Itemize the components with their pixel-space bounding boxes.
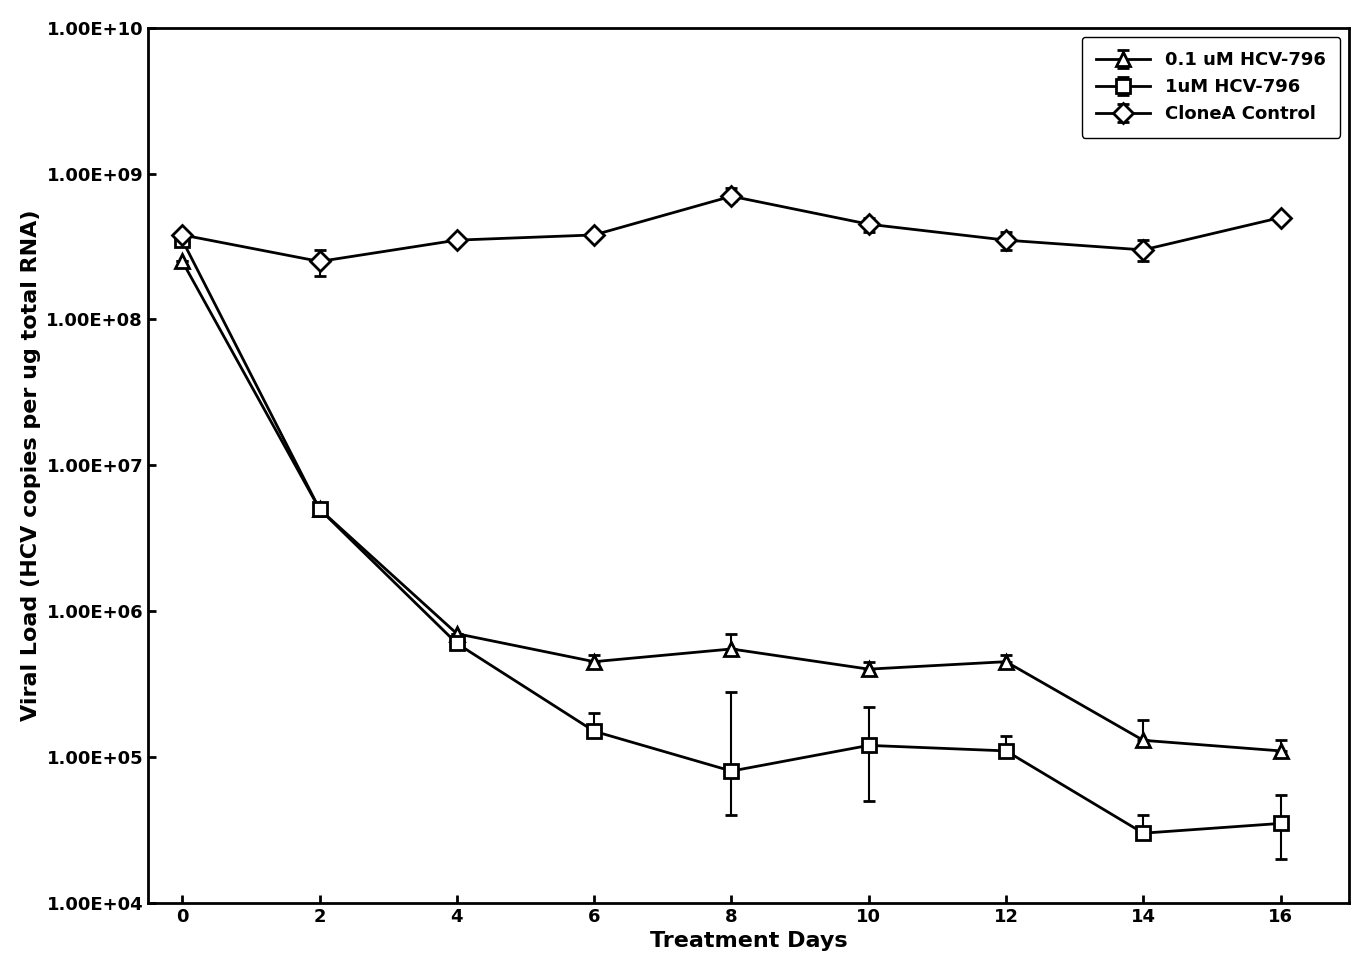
X-axis label: Treatment Days: Treatment Days xyxy=(649,931,848,952)
Y-axis label: Viral Load (HCV copies per ug total RNA): Viral Load (HCV copies per ug total RNA) xyxy=(21,210,41,721)
Legend: 0.1 uM HCV-796, 1uM HCV-796, CloneA Control: 0.1 uM HCV-796, 1uM HCV-796, CloneA Cont… xyxy=(1082,37,1340,138)
